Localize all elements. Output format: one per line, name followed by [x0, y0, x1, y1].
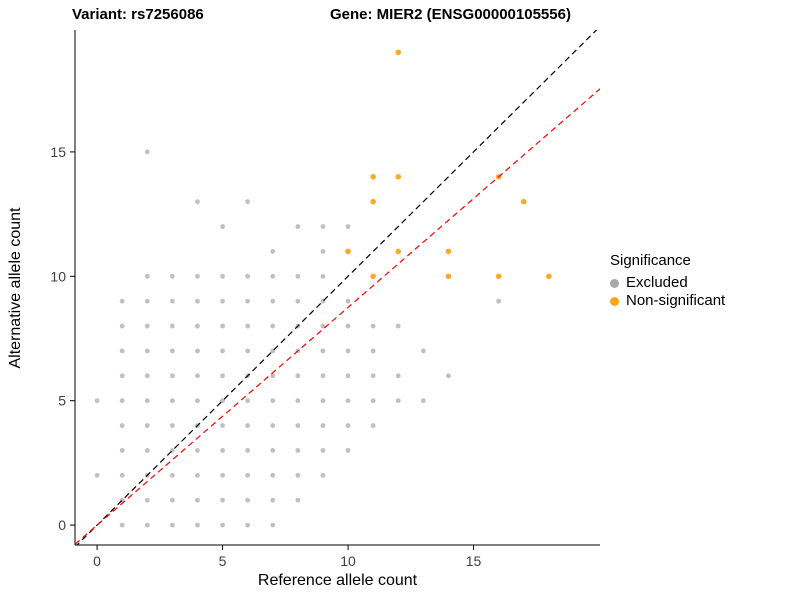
svg-text:5: 5: [219, 553, 227, 569]
svg-text:15: 15: [50, 144, 66, 160]
non-significant-dot-icon: [610, 296, 619, 306]
svg-text:5: 5: [58, 393, 66, 409]
svg-text:0: 0: [93, 553, 101, 569]
chart-title-variant: Variant: rs7256086: [72, 6, 204, 23]
svg-text:10: 10: [340, 553, 356, 569]
svg-text:15: 15: [466, 553, 482, 569]
legend-label-excluded: Excluded: [626, 274, 688, 291]
excluded-dot-icon: [610, 278, 619, 288]
x-axis-label: Reference allele count: [257, 572, 418, 589]
legend-item-excluded: Excluded: [610, 274, 725, 292]
legend-item-non-significant: Non-significant: [610, 292, 725, 310]
svg-text:0: 0: [58, 517, 66, 533]
legend: Significance Excluded Non-significant: [610, 252, 725, 310]
y-axis-label: Alternative allele count: [7, 207, 24, 369]
legend-label-non-significant: Non-significant: [626, 292, 726, 309]
legend-title: Significance: [610, 252, 691, 269]
svg-text:10: 10: [50, 268, 66, 284]
chart-title-gene: Gene: MIER2 (ENSG00000105556): [330, 6, 571, 23]
